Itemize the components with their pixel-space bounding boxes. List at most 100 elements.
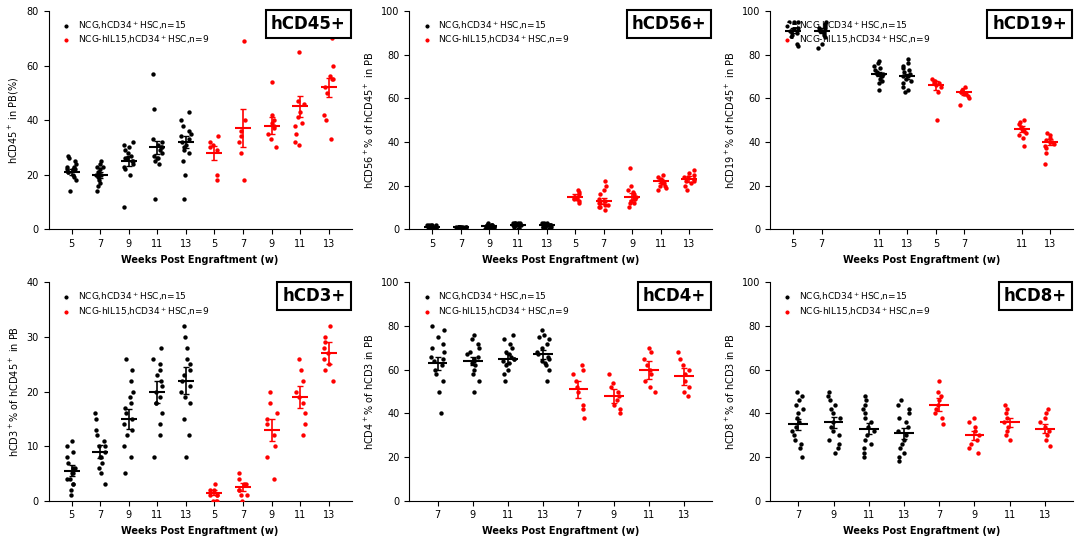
Point (624, 188, 642, 197)
Point (787, 422, 805, 431)
Point (478, 220, 496, 229)
Point (208, 491, 226, 500)
Point (427, 223, 444, 231)
Point (264, 118, 281, 127)
Point (893, 440, 910, 449)
Point (463, 359, 481, 368)
Point (432, 409, 449, 418)
Point (966, 427, 983, 435)
Point (996, 400, 1013, 409)
Point (542, 220, 559, 229)
Point (627, 192, 645, 201)
Point (620, 186, 637, 194)
Point (64, 469, 81, 478)
Point (818, 17, 835, 26)
Point (176, 146, 193, 154)
X-axis label: Weeks Post Engraftment (w): Weeks Post Engraftment (w) (842, 526, 1000, 536)
Point (900, 55, 917, 64)
Point (58, 442, 76, 451)
Point (1038, 135, 1055, 144)
Point (92, 453, 109, 462)
Point (477, 223, 495, 231)
Point (297, 409, 314, 418)
Point (569, 387, 586, 396)
Point (124, 387, 141, 396)
Point (874, 70, 891, 79)
Point (92, 179, 109, 187)
Point (899, 59, 916, 68)
Point (788, 387, 806, 396)
Point (873, 72, 890, 81)
Point (151, 431, 168, 440)
Point (145, 355, 162, 363)
Point (510, 225, 527, 233)
Point (237, 116, 254, 124)
Point (534, 344, 551, 352)
Point (146, 453, 163, 462)
Point (497, 348, 514, 357)
Point (595, 186, 612, 194)
Point (457, 223, 474, 231)
Point (258, 420, 275, 429)
Point (268, 409, 285, 418)
Point (890, 400, 907, 409)
Point (891, 453, 908, 462)
Point (678, 186, 696, 194)
Point (147, 398, 164, 407)
Point (967, 422, 984, 431)
Point (503, 344, 521, 352)
Point (826, 400, 843, 409)
Point (178, 355, 195, 363)
Point (450, 223, 468, 231)
Point (117, 165, 134, 174)
Point (622, 181, 639, 190)
Point (540, 365, 557, 374)
Point (924, 77, 942, 85)
Point (785, 20, 802, 28)
Point (971, 431, 988, 440)
Point (64, 437, 81, 445)
Point (534, 357, 551, 365)
Point (854, 405, 872, 413)
Point (498, 361, 515, 370)
Point (292, 108, 309, 116)
Point (118, 431, 135, 440)
Point (815, 28, 833, 37)
Point (511, 220, 528, 229)
Point (504, 220, 522, 229)
Point (467, 361, 484, 370)
Point (816, 20, 834, 28)
Point (792, 444, 809, 453)
Point (602, 383, 619, 392)
Point (958, 90, 975, 98)
Point (315, 110, 333, 119)
Point (469, 339, 486, 348)
Point (894, 61, 912, 70)
Point (58, 453, 76, 462)
Point (484, 220, 501, 229)
Point (685, 175, 702, 184)
Point (855, 444, 873, 453)
Point (420, 225, 437, 233)
Point (999, 405, 1016, 413)
Point (869, 59, 887, 68)
Point (1039, 431, 1056, 440)
Point (267, 442, 284, 451)
Point (1001, 435, 1018, 444)
Point (258, 414, 275, 423)
Point (784, 427, 801, 435)
Point (122, 376, 139, 385)
Point (590, 194, 607, 203)
Point (781, 26, 798, 35)
Point (175, 414, 192, 423)
Point (511, 225, 528, 233)
Point (569, 192, 586, 201)
Point (483, 220, 500, 229)
Point (791, 418, 808, 426)
Point (999, 413, 1016, 422)
Point (485, 223, 502, 231)
Point (856, 400, 874, 409)
Point (116, 154, 133, 163)
Point (1038, 129, 1055, 137)
Point (856, 392, 874, 400)
